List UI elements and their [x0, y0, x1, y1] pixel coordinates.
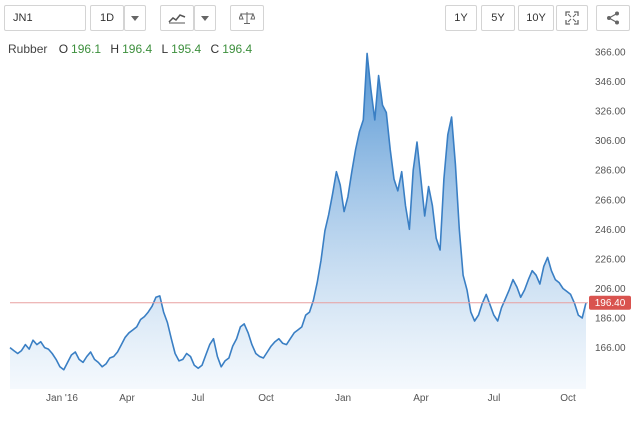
symbol-label: JN1: [13, 12, 33, 24]
x-tick-label: Jul: [192, 393, 205, 404]
interval-label: 1D: [99, 12, 115, 24]
compare-button[interactable]: [230, 5, 264, 31]
y-tick-label: 266.00: [595, 195, 626, 206]
range-1y-label: 1Y: [454, 12, 468, 24]
close-value: 196.4: [222, 42, 253, 56]
x-tick-label: Jan '16: [46, 393, 78, 404]
share-icon: [607, 11, 619, 25]
open-label: O: [58, 42, 69, 56]
y-tick-label: 366.00: [595, 47, 626, 58]
high-label: H: [110, 42, 120, 56]
chart-type-dropdown-button[interactable]: [194, 5, 216, 31]
range-5y-button[interactable]: 5Y: [481, 5, 515, 31]
high-value: 196.4: [122, 42, 153, 56]
y-tick-label: 186.00: [595, 314, 626, 325]
x-tick-label: Jan: [335, 393, 351, 404]
y-tick-label: 286.00: [595, 166, 626, 177]
y-tick-label: 326.00: [595, 107, 626, 118]
chevron-down-icon: [131, 15, 139, 21]
x-tick-label: Jul: [488, 393, 501, 404]
close-label: C: [210, 42, 220, 56]
interval-select[interactable]: 1D: [90, 5, 124, 31]
range-10y-button[interactable]: 10Y: [518, 5, 554, 31]
y-tick-label: 346.00: [595, 77, 626, 88]
x-tick-label: Apr: [413, 393, 429, 404]
price-area: [10, 53, 586, 390]
x-tick-label: Oct: [258, 393, 274, 404]
last-price-tag: [589, 295, 631, 310]
y-tick-label: 306.00: [595, 136, 626, 147]
chevron-down-icon: [201, 15, 209, 21]
symbol-input[interactable]: JN1: [4, 5, 86, 31]
instrument-name: Rubber: [8, 42, 48, 56]
open-value: 196.1: [71, 42, 102, 56]
chart-toolbar: JN1 1D 1Y 5Y 10Y: [0, 0, 635, 36]
y-tick-label: 166.00: [595, 343, 626, 354]
y-tick-label: 246.00: [595, 225, 626, 236]
range-10y-label: 10Y: [526, 12, 546, 24]
ohlc-legend: Rubber O 196.1 H 196.4 L 195.4 C 196.4: [8, 42, 252, 56]
low-label: L: [161, 42, 169, 56]
price-chart[interactable]: 366.00 346.00 326.00 306.00 286.00 266.00 246.…: [0, 36, 635, 425]
y-tick-label: 226.00: [595, 254, 626, 265]
last-price-label: 196.40: [595, 298, 626, 309]
fullscreen-button[interactable]: [556, 5, 588, 31]
range-5y-label: 5Y: [491, 12, 505, 24]
y-tick-label: 206.00: [595, 284, 626, 295]
interval-dropdown-button[interactable]: [124, 5, 146, 31]
x-tick-label: Apr: [119, 393, 135, 404]
range-1y-button[interactable]: 1Y: [445, 5, 477, 31]
x-tick-label: Oct: [560, 393, 576, 404]
chart-type-button[interactable]: [160, 5, 194, 31]
compare-icon: [239, 12, 255, 24]
price-line: [9, 52, 587, 371]
share-button[interactable]: [596, 5, 630, 31]
low-value: 195.4: [171, 42, 202, 56]
fullscreen-icon: [565, 11, 579, 25]
line-chart-icon: [168, 14, 186, 24]
